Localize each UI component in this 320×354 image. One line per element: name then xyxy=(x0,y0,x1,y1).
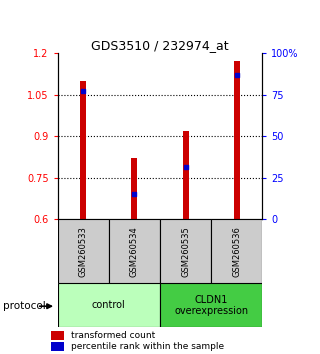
Point xyxy=(132,191,137,196)
Bar xyxy=(109,219,160,283)
Bar xyxy=(51,342,64,351)
Point xyxy=(183,164,188,170)
Title: GDS3510 / 232974_at: GDS3510 / 232974_at xyxy=(91,39,229,52)
Text: CLDN1
overexpression: CLDN1 overexpression xyxy=(174,295,248,316)
Bar xyxy=(51,331,64,339)
Text: GSM260534: GSM260534 xyxy=(130,226,139,277)
Point xyxy=(234,73,239,78)
Text: transformed count: transformed count xyxy=(71,331,155,340)
Bar xyxy=(182,131,189,219)
Text: control: control xyxy=(92,300,126,310)
Text: GSM260535: GSM260535 xyxy=(181,226,190,277)
Bar xyxy=(160,283,262,327)
Bar xyxy=(160,219,211,283)
Text: GSM260533: GSM260533 xyxy=(79,226,88,277)
Point xyxy=(81,88,86,93)
Bar xyxy=(80,81,86,219)
Bar xyxy=(58,283,160,327)
Bar xyxy=(58,219,109,283)
Bar xyxy=(234,62,240,219)
Bar xyxy=(131,159,138,219)
Text: protocol: protocol xyxy=(3,301,46,311)
Text: GSM260536: GSM260536 xyxy=(232,226,241,277)
Text: percentile rank within the sample: percentile rank within the sample xyxy=(71,342,224,351)
Bar xyxy=(211,219,262,283)
